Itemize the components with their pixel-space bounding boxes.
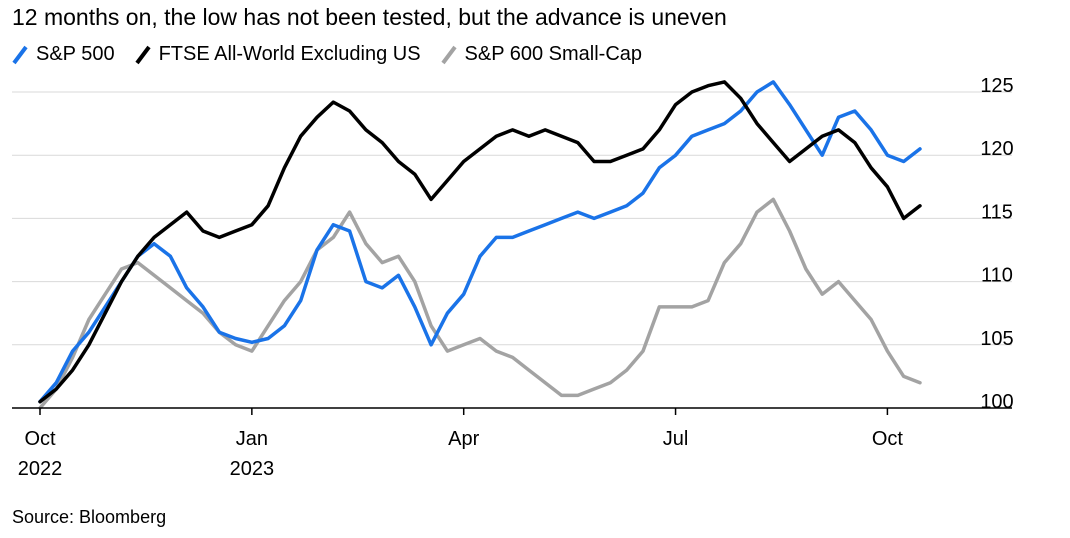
series-lines xyxy=(38,80,922,410)
x-tick-label-2: Apr xyxy=(448,428,479,450)
x-tick-sublabel-0: 2022 xyxy=(18,458,63,480)
chart-legend: S&P 500 FTSE All-World Excluding US S&P … xyxy=(12,43,662,66)
y-tick-label-125: 125 xyxy=(980,75,1013,97)
legend-label-ftse: FTSE All-World Excluding US xyxy=(158,43,421,65)
legend-swatch-sp500-icon xyxy=(12,45,28,65)
y-tick-label-120: 120 xyxy=(980,138,1013,160)
x-tick-label-1: Jan xyxy=(236,428,268,450)
y-tick-label-115: 115 xyxy=(981,201,1013,223)
series-line-sp500 xyxy=(38,80,922,404)
source-note: Source: Bloomberg xyxy=(12,507,167,527)
series-line-sp600 xyxy=(38,197,922,410)
y-tick-label-100: 100 xyxy=(980,391,1013,413)
x-tick-label-0: Oct xyxy=(24,428,56,450)
legend-swatch-ftse-icon xyxy=(134,45,151,65)
legend-label-sp500: S&P 500 xyxy=(36,43,115,65)
legend-item-ftse: FTSE All-World Excluding US xyxy=(134,43,421,66)
x-tick-sublabel-1: 2023 xyxy=(230,458,275,480)
x-axis-ticks: Oct 2022 Jan 2023 Apr Jul Oct xyxy=(18,408,904,480)
legend-swatch-sp600-icon xyxy=(440,45,457,65)
x-tick-label-4: Oct xyxy=(872,428,904,450)
chart-title: 12 months on, the low has not been teste… xyxy=(12,4,727,30)
legend-item-sp500: S&P 500 xyxy=(12,43,115,66)
legend-label-sp600: S&P 600 Small-Cap xyxy=(464,43,643,65)
y-tick-label-105: 105 xyxy=(980,328,1013,350)
y-tick-label-110: 110 xyxy=(981,265,1013,287)
x-tick-label-3: Jul xyxy=(663,428,689,450)
series-line-ftse xyxy=(38,80,922,404)
y-axis-ticks: 100 105 110 115 120 125 xyxy=(980,75,1013,413)
legend-item-sp600: S&P 600 Small-Cap xyxy=(440,43,643,66)
